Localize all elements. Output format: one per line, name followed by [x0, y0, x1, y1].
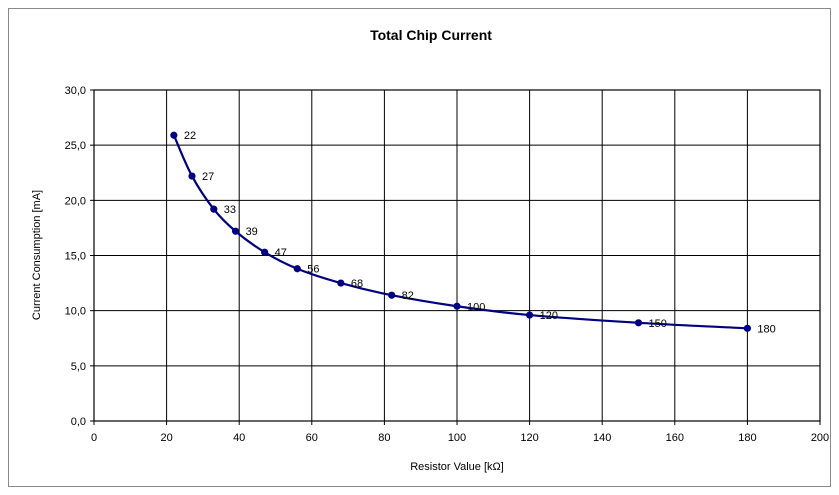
data-label: 27: [202, 171, 214, 183]
data-point: [388, 291, 396, 299]
data-label: 150: [649, 318, 667, 330]
data-point: [526, 311, 534, 319]
data-point: [261, 248, 269, 256]
x-tick-label: 200: [811, 432, 829, 444]
series-group: 22 27 33 39 47 56 68 82 100 120 150 180: [170, 130, 776, 335]
data-label: 47: [275, 247, 287, 259]
x-tick-label: 100: [448, 432, 466, 444]
data-point: [170, 131, 178, 139]
y-axis-ticks: 0,0 5,0 10,0 15,0 20,0 25,0 30,0: [65, 85, 94, 428]
data-point: [293, 265, 301, 273]
x-tick-label: 120: [520, 432, 538, 444]
chart-title: Total Chip Current: [370, 27, 492, 43]
x-tick-label: 160: [666, 432, 684, 444]
data-label: 100: [467, 301, 485, 313]
data-label: 56: [307, 264, 319, 276]
data-point: [210, 205, 218, 213]
data-label: 33: [224, 204, 236, 216]
grid: [94, 90, 820, 421]
y-tick-label: 20,0: [65, 195, 86, 207]
data-label: 68: [351, 278, 363, 290]
x-tick-label: 140: [593, 432, 611, 444]
x-tick-label: 80: [378, 432, 390, 444]
data-point: [188, 172, 196, 180]
y-axis-label: Current Consumption [mA]: [31, 190, 43, 320]
data-point: [743, 324, 752, 332]
y-tick-label: 5,0: [71, 361, 86, 373]
y-tick-label: 10,0: [65, 306, 86, 318]
y-tick-label: 25,0: [65, 140, 86, 152]
y-tick-label: 30,0: [65, 85, 86, 97]
x-tick-label: 40: [233, 432, 245, 444]
data-point: [634, 319, 643, 327]
x-tick-label: 180: [738, 432, 756, 444]
x-tick-label: 60: [306, 432, 318, 444]
x-tick-label: 0: [91, 432, 97, 444]
y-tick-label: 15,0: [65, 251, 86, 263]
data-point: [453, 302, 461, 310]
data-label: 120: [540, 310, 558, 322]
data-label: 22: [184, 130, 196, 142]
data-label: 180: [757, 323, 775, 335]
data-point: [231, 227, 240, 235]
data-label: 39: [246, 226, 258, 238]
x-axis-ticks: 0 20 40 60 80 100 120 140 160 180 200: [91, 421, 829, 444]
data-point: [337, 279, 345, 287]
data-label: 82: [402, 290, 414, 302]
x-axis-label: Resistor Value [kΩ]: [410, 461, 504, 473]
x-tick-label: 20: [160, 432, 172, 444]
y-tick-label: 0,0: [71, 416, 86, 428]
